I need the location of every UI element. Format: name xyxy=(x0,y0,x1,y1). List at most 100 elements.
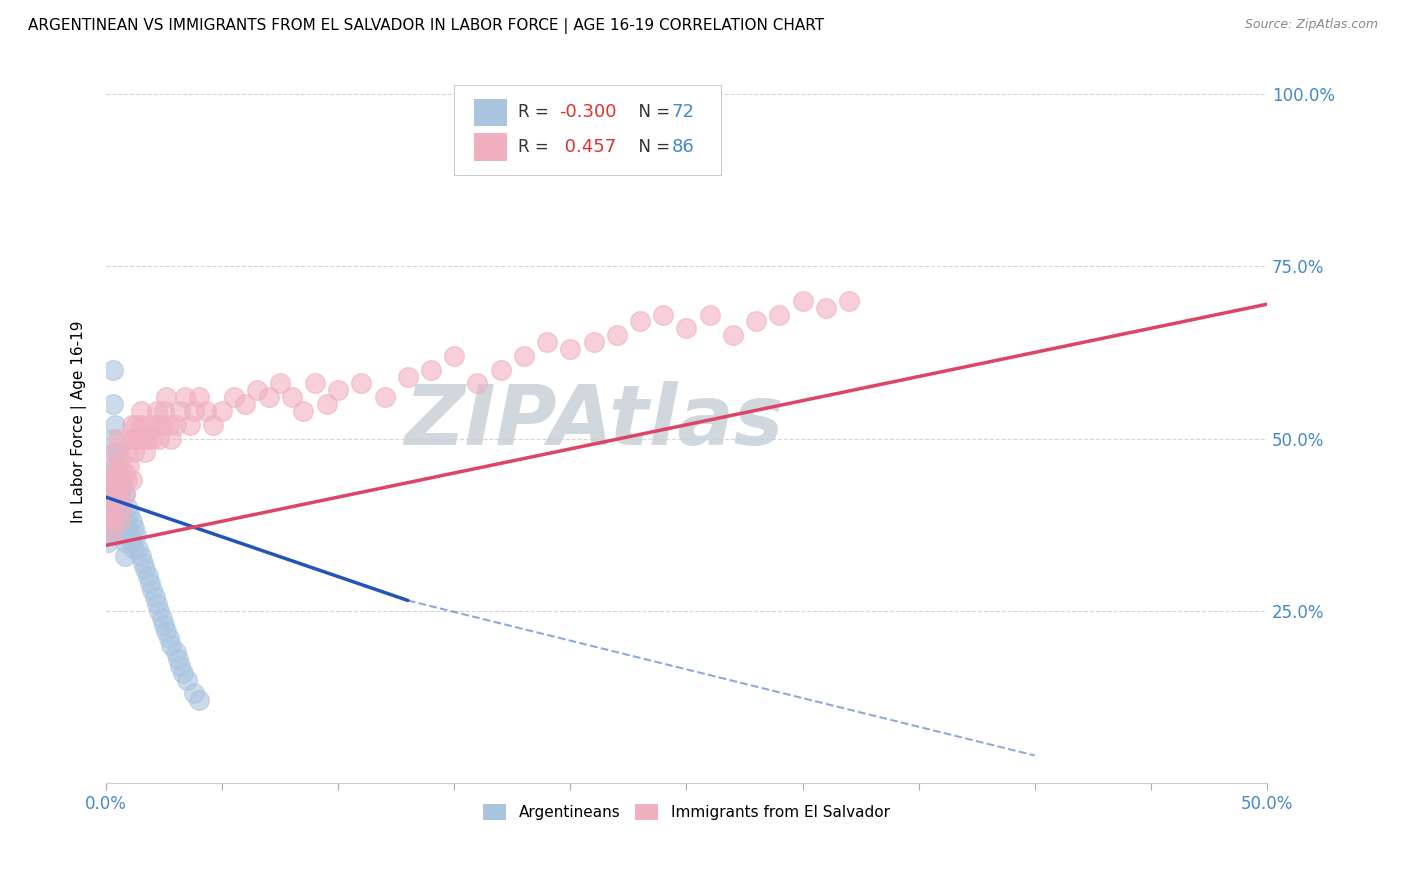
Point xyxy=(118,528,141,542)
Point xyxy=(153,404,176,418)
Point xyxy=(652,308,675,322)
Point xyxy=(97,535,120,549)
Point xyxy=(100,508,122,522)
Point xyxy=(606,328,628,343)
Point xyxy=(153,617,176,632)
Point xyxy=(100,528,122,542)
Point xyxy=(108,473,131,487)
Point xyxy=(143,590,166,604)
Point xyxy=(104,445,127,459)
Point xyxy=(101,500,124,515)
Point xyxy=(111,500,134,515)
Point xyxy=(121,473,143,487)
Point xyxy=(155,390,177,404)
Y-axis label: In Labor Force | Age 16-19: In Labor Force | Age 16-19 xyxy=(72,320,87,523)
Point xyxy=(292,404,315,418)
Point xyxy=(513,349,536,363)
Point xyxy=(160,432,183,446)
Point xyxy=(721,328,744,343)
Point xyxy=(107,500,129,515)
Text: ZIPAtlas: ZIPAtlas xyxy=(404,381,783,462)
Point xyxy=(489,362,512,376)
Point xyxy=(107,466,129,480)
Point xyxy=(169,659,191,673)
Point xyxy=(108,486,131,500)
Point xyxy=(129,549,152,563)
Legend: Argentineans, Immigrants from El Salvador: Argentineans, Immigrants from El Salvado… xyxy=(477,797,896,826)
Point xyxy=(101,486,124,500)
Point xyxy=(328,384,350,398)
Point xyxy=(143,417,166,432)
Point xyxy=(172,665,194,680)
Point xyxy=(280,390,302,404)
Point xyxy=(111,480,134,494)
Point xyxy=(100,480,122,494)
Point xyxy=(108,514,131,528)
Point xyxy=(582,335,605,350)
Point xyxy=(122,445,145,459)
Point xyxy=(420,362,443,376)
Point xyxy=(122,541,145,556)
Point xyxy=(114,486,136,500)
Point xyxy=(101,514,124,528)
Point xyxy=(745,314,768,328)
Point xyxy=(114,466,136,480)
Point xyxy=(100,500,122,515)
Point xyxy=(97,486,120,500)
Text: ARGENTINEAN VS IMMIGRANTS FROM EL SALVADOR IN LABOR FORCE | AGE 16-19 CORRELATIO: ARGENTINEAN VS IMMIGRANTS FROM EL SALVAD… xyxy=(28,18,824,34)
Point xyxy=(101,362,124,376)
Bar xyxy=(474,134,506,161)
Point xyxy=(107,486,129,500)
Point xyxy=(201,417,224,432)
Point xyxy=(97,514,120,528)
Point xyxy=(129,404,152,418)
Point xyxy=(101,466,124,480)
Text: N =: N = xyxy=(628,103,676,121)
Point xyxy=(183,404,205,418)
Text: 0.457: 0.457 xyxy=(558,138,616,156)
Point xyxy=(108,528,131,542)
Text: R =: R = xyxy=(519,103,554,121)
Point xyxy=(97,528,120,542)
Point xyxy=(121,417,143,432)
Point xyxy=(104,500,127,515)
Point xyxy=(560,342,582,356)
Bar xyxy=(474,99,506,126)
Point xyxy=(100,514,122,528)
Point xyxy=(350,376,373,391)
Point xyxy=(136,569,159,583)
Point xyxy=(141,583,163,598)
Point xyxy=(139,576,162,591)
Point xyxy=(104,473,127,487)
Point xyxy=(101,514,124,528)
Point xyxy=(125,417,148,432)
Point xyxy=(157,632,180,646)
Point xyxy=(176,673,198,687)
Point xyxy=(97,514,120,528)
Point xyxy=(122,521,145,535)
Text: 86: 86 xyxy=(671,138,695,156)
Point xyxy=(155,624,177,639)
Point xyxy=(104,445,127,459)
Point xyxy=(187,390,209,404)
Point xyxy=(121,514,143,528)
Point xyxy=(128,541,150,556)
Point xyxy=(115,473,138,487)
Point xyxy=(101,397,124,411)
Point xyxy=(536,335,558,350)
Point xyxy=(146,597,169,611)
Point xyxy=(114,486,136,500)
Point xyxy=(179,417,201,432)
Point xyxy=(108,514,131,528)
Point xyxy=(699,308,721,322)
Point xyxy=(315,397,337,411)
Point xyxy=(157,417,180,432)
Point xyxy=(104,528,127,542)
Point xyxy=(97,500,120,515)
Point xyxy=(118,432,141,446)
Point xyxy=(128,432,150,446)
Point xyxy=(101,459,124,474)
Point xyxy=(115,445,138,459)
Point xyxy=(396,369,419,384)
Point xyxy=(165,645,187,659)
